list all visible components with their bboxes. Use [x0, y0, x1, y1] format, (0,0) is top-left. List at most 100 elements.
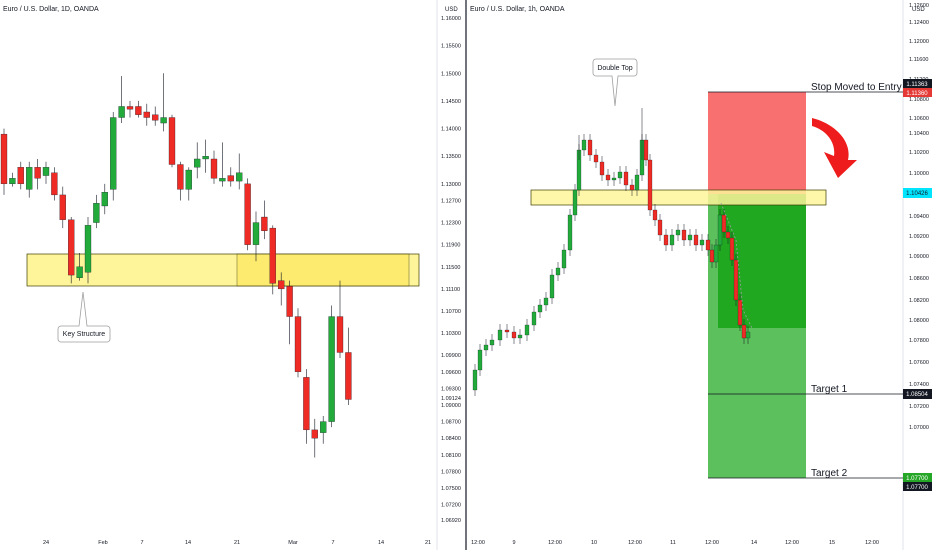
svg-text:1.07700: 1.07700 [906, 476, 928, 482]
right-candle [543, 297, 549, 306]
left-candle [110, 117, 117, 190]
right-candle [634, 174, 640, 191]
key-structure-zone-inner [236, 253, 410, 287]
right-y-tick: 1.08600 [909, 276, 929, 282]
left-candle [9, 178, 16, 185]
right-candle [581, 139, 587, 151]
left-candle [311, 429, 318, 439]
left-x-tick: 24 [43, 540, 49, 546]
left-candle [227, 175, 234, 182]
left-panel: Euro / U.S. Dollar, 1D, OANDA USD 1.1600… [0, 0, 461, 550]
projection-line [720, 202, 753, 329]
right-candle [489, 339, 495, 346]
right-candle [647, 159, 653, 211]
left-candle [185, 169, 192, 190]
left-y-axis: 1.16000 1.15500 1.15000 1.14500 1.14000 1.135… [441, 16, 461, 524]
right-candle [617, 171, 623, 179]
right-candle [504, 329, 510, 333]
right-candle [561, 249, 567, 269]
right-y-tick: 1.10200 [909, 150, 929, 156]
right-candle [725, 231, 731, 239]
right-y-tick: 1.10400 [909, 131, 929, 137]
left-candle [286, 285, 293, 317]
left-candle [177, 164, 184, 190]
left-x-tick: 7 [140, 540, 143, 546]
right-y-tick: 1.12600 [909, 3, 929, 9]
right-x-tick: 12:00 [471, 540, 485, 546]
left-y-tick: 1.15500 [441, 44, 461, 50]
right-candle [687, 234, 693, 241]
left-y-tick: 1.09124 [441, 396, 461, 402]
right-y-tick: 1.10600 [909, 116, 929, 122]
right-y-tick: 1.07400 [909, 382, 929, 388]
left-candle [168, 117, 176, 165]
right-x-axis: 12:00 9 12:00 10 12:00 11 12:00 14 12:00 15 12:00 [471, 540, 879, 546]
left-y-tick: 1.14500 [441, 99, 461, 105]
right-x-tick: 12:00 [548, 540, 562, 546]
left-candle [101, 192, 108, 207]
price-tag-target2a: 1.07700 [903, 473, 932, 482]
left-x-tick: 21 [425, 540, 431, 546]
left-candle [17, 167, 24, 185]
right-x-tick: 9 [512, 540, 515, 546]
right-x-tick: 12:00 [628, 540, 642, 546]
left-title: Euro / U.S. Dollar, 1D, OANDA [3, 6, 99, 13]
arrow-icon [812, 118, 857, 178]
right-candle [593, 154, 599, 163]
left-candle [336, 316, 344, 353]
left-candle [261, 216, 268, 232]
left-candle [68, 219, 75, 276]
left-candle [320, 421, 327, 433]
right-y-tick: 1.08000 [909, 318, 929, 324]
right-y-tick: 1.07200 [909, 404, 929, 410]
double-top-label: Double Top [597, 65, 632, 72]
right-candle [721, 214, 727, 233]
target2-label: Target 2 [811, 468, 848, 479]
right-candle [599, 161, 605, 176]
svg-text:1.08504: 1.08504 [906, 392, 928, 398]
left-candle [269, 227, 276, 284]
left-y-tick: 1.09900 [441, 353, 461, 359]
right-y-tick: 1.09200 [909, 234, 929, 240]
right-candle [713, 244, 719, 263]
price-tag-target2b: 1.07700 [903, 482, 932, 491]
right-y-tick: 1.11600 [909, 57, 928, 63]
right-candles [472, 108, 751, 396]
right-x-tick: 10 [591, 540, 597, 546]
right-x-tick: 11 [670, 540, 676, 546]
right-candle [497, 329, 503, 341]
left-y-tick: 1.11500 [441, 265, 460, 271]
right-y-tick: 1.09000 [909, 254, 929, 260]
right-candle [483, 344, 489, 351]
left-candle [143, 111, 150, 118]
right-y-tick: 1.12000 [909, 39, 929, 45]
left-y-tick: 1.13500 [441, 154, 461, 160]
left-y-tick: 1.07200 [441, 503, 461, 509]
left-candle [202, 156, 209, 160]
left-candle [42, 167, 50, 176]
right-y-tick: 1.07000 [909, 425, 929, 431]
left-y-tick: 1.06920 [441, 518, 461, 524]
left-candle [160, 117, 167, 124]
left-x-axis: 24 Feb 7 14 21 Mar 7 14 21 [43, 540, 431, 546]
left-candle [93, 203, 100, 223]
left-candle [219, 178, 226, 182]
left-y-tick: 1.08700 [441, 420, 461, 426]
left-y-tick: 1.09000 [441, 403, 461, 409]
right-candle [693, 234, 699, 246]
left-candle [76, 266, 83, 278]
left-y-tick: 1.11900 [441, 243, 460, 249]
left-x-tick: 21 [234, 540, 240, 546]
svg-text:1.11360: 1.11360 [906, 91, 928, 97]
right-x-tick: 15 [829, 540, 835, 546]
right-candle [524, 324, 530, 336]
right-candle [657, 219, 663, 236]
right-candle [517, 334, 523, 339]
right-x-tick: 14 [751, 540, 757, 546]
left-candle [252, 222, 260, 245]
left-candles [0, 73, 352, 458]
right-currency-label: USD [912, 7, 925, 13]
right-y-tick: 1.07600 [909, 360, 929, 366]
left-y-tick: 1.15000 [441, 71, 461, 77]
